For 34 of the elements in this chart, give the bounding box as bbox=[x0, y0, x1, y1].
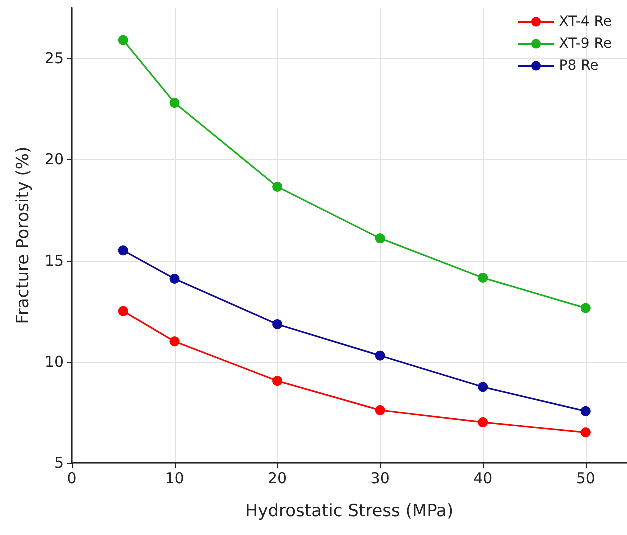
y-tick-label: 10 bbox=[44, 352, 64, 371]
y-axis-title: Fracture Porosity (%) bbox=[14, 146, 34, 324]
point bbox=[170, 336, 180, 347]
y-tick-label: 20 bbox=[44, 150, 64, 169]
point bbox=[478, 272, 488, 283]
point bbox=[580, 406, 591, 416]
x-tick-label: 40 bbox=[474, 470, 493, 488]
point bbox=[170, 274, 180, 284]
x-tick-label: 20 bbox=[268, 470, 288, 488]
point bbox=[478, 382, 488, 392]
legend-label: XT-4 Re bbox=[559, 14, 612, 30]
y-tick-label: 25 bbox=[44, 50, 64, 68]
point bbox=[375, 405, 386, 416]
point bbox=[478, 418, 488, 428]
x-tick-label: 30 bbox=[370, 470, 390, 488]
point bbox=[170, 98, 180, 108]
x-tick-label: 10 bbox=[165, 470, 184, 488]
point bbox=[118, 246, 128, 256]
legend-label: XT-9 Re bbox=[559, 36, 612, 52]
point bbox=[118, 35, 128, 46]
point bbox=[375, 350, 386, 361]
point bbox=[272, 376, 283, 386]
point bbox=[580, 428, 591, 438]
point bbox=[118, 306, 128, 316]
point bbox=[272, 319, 283, 330]
x-tick-label: 0 bbox=[67, 470, 77, 488]
x-axis-title: Hydrostatic Stress (MPa) bbox=[245, 502, 454, 522]
point bbox=[580, 303, 591, 314]
point bbox=[375, 234, 386, 244]
x-tick-label: 50 bbox=[576, 470, 596, 488]
y-tick-label: 5 bbox=[54, 454, 64, 472]
point bbox=[272, 182, 283, 192]
y-tick-label: 15 bbox=[44, 252, 64, 270]
legend-label: P8 Re bbox=[559, 58, 599, 74]
